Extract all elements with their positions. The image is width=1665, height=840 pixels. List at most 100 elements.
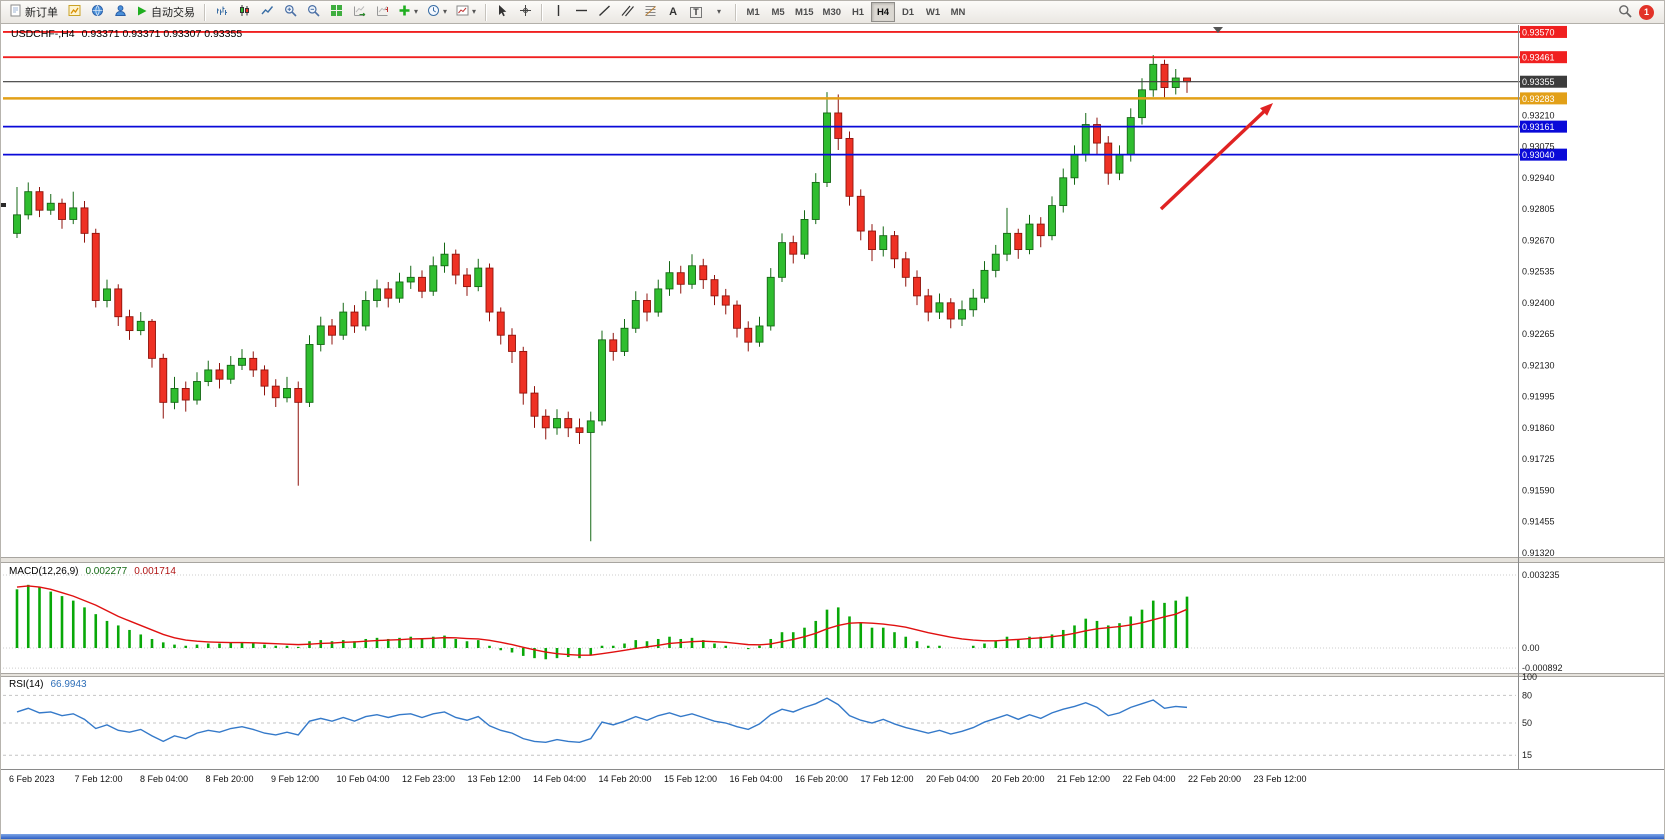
candle-body (575, 427, 584, 433)
candle-body (328, 325, 336, 336)
time-axis-label: 6 Feb 2023 (9, 774, 55, 784)
candle-body (733, 304, 741, 329)
price-level-badge (1520, 148, 1567, 161)
indicators-button[interactable]: ▾ (394, 2, 422, 22)
candle-body (890, 235, 899, 260)
candle-body (766, 276, 775, 327)
candle-body (800, 219, 809, 255)
candle-body (654, 288, 663, 313)
timeframe-m1-button[interactable]: M1 (741, 2, 765, 22)
time-axis-label: 8 Feb 20:00 (206, 774, 254, 784)
notification-badge[interactable]: 1 (1639, 4, 1654, 20)
line-chart-mode-button[interactable] (256, 2, 278, 22)
text-tool-button[interactable]: A (662, 2, 684, 22)
timeframe-m30-button[interactable]: M30 (819, 2, 845, 22)
cursor-button[interactable] (491, 2, 513, 22)
candle-body (834, 112, 843, 139)
trend-arrow-head (1259, 103, 1273, 116)
timeframe-h4-button[interactable]: H4 (871, 2, 896, 22)
candle-body (159, 357, 168, 403)
candle-body (721, 295, 730, 306)
chart-shift-marker (1213, 27, 1223, 33)
new-chart-button[interactable] (63, 2, 85, 22)
time-axis-label: 20 Feb 04:00 (926, 774, 979, 784)
candle-body (226, 364, 235, 380)
auto-scroll-button[interactable] (348, 2, 370, 22)
fibonacci-tool-button[interactable] (639, 2, 661, 22)
candle-body (811, 181, 820, 220)
candle-body (440, 253, 449, 267)
price-scale-tick: 0.92940 (1522, 173, 1555, 183)
candle-body (598, 339, 606, 422)
candle-body (935, 302, 944, 313)
candle-body (305, 344, 314, 403)
bar-chart-mode-button[interactable] (210, 2, 232, 22)
rsi-scale-tick: 100 (1522, 672, 1537, 682)
candle-body (1003, 232, 1011, 255)
crosshair-button[interactable] (514, 2, 536, 22)
candle-body (373, 288, 381, 301)
candle-body (1025, 223, 1034, 251)
zoom-out-button[interactable] (302, 2, 324, 22)
price-level-badge (1520, 120, 1567, 133)
candle-body (845, 137, 854, 197)
zoom-in-icon (284, 4, 297, 20)
time-axis-label: 21 Feb 12:00 (1057, 774, 1110, 784)
price-scale-tick: 0.91455 (1522, 517, 1555, 527)
candle-body (744, 327, 753, 343)
arrows-tool-button[interactable]: ▾ (708, 2, 730, 22)
templates-button[interactable]: ▾ (452, 2, 480, 22)
chart-shift-button[interactable] (371, 2, 393, 22)
candle-body (339, 311, 348, 336)
timeframe-m5-button[interactable]: M5 (766, 2, 790, 22)
arrows-dropdown-caret: ▾ (717, 7, 722, 16)
channel-tool-button[interactable] (616, 2, 638, 22)
candle-body (564, 418, 573, 429)
text-label-tool-button[interactable]: T (685, 2, 707, 22)
notification-count: 1 (1643, 7, 1649, 17)
candle-body (586, 420, 595, 433)
candle-body (69, 207, 78, 220)
tile-windows-button[interactable] (325, 2, 347, 22)
candlestick-mode-button[interactable] (233, 2, 255, 22)
auto-scroll-icon (353, 4, 366, 20)
horizontal-line-icon (575, 5, 588, 19)
price-level-badge-label: 0.93161 (1522, 122, 1555, 132)
candle-body (91, 232, 100, 301)
vertical-line-tool-button[interactable] (547, 2, 569, 22)
candle-body (1048, 205, 1056, 237)
timeframe-m15-button[interactable]: M15 (791, 2, 817, 22)
timeframe-mn-button[interactable]: MN (946, 2, 970, 22)
timeframe-w1-button[interactable]: W1 (921, 2, 945, 22)
globe-icon (91, 4, 104, 20)
chart-shift-icon (376, 4, 389, 20)
price-level-badge (1520, 25, 1567, 38)
new-order-button[interactable]: 新订单 (5, 2, 62, 22)
price-scale-tick: 0.92400 (1522, 298, 1555, 308)
horizontal-line-tool-button[interactable] (570, 2, 592, 22)
window-bottom-edge (1, 834, 1664, 839)
zoom-in-button[interactable] (279, 2, 301, 22)
candle-body (1183, 77, 1191, 83)
timeframe-h1-button[interactable]: H1 (846, 2, 870, 22)
community-button[interactable] (109, 2, 131, 22)
candle-body (170, 388, 179, 403)
autotrading-button[interactable]: 自动交易 (132, 2, 199, 22)
vertical-line-icon (553, 4, 564, 20)
chart-canvas[interactable]: 0.93570 0.93461 0.93355 0.93283 0.93161 0.930… (1, 25, 1665, 789)
indicator-plus-icon (398, 4, 411, 20)
rsi-line (16, 697, 1188, 744)
candle-body (204, 369, 213, 382)
trendline-tool-button[interactable] (593, 2, 615, 22)
periods-button[interactable]: ▾ (423, 2, 451, 22)
panel-separator (1, 557, 1664, 563)
candle-body (823, 112, 831, 183)
search-button[interactable] (1614, 2, 1636, 22)
market-button[interactable] (86, 2, 108, 22)
price-scale-tick: 0.91725 (1522, 454, 1555, 464)
macd-signal-line (16, 585, 1188, 656)
candle-body (24, 191, 33, 216)
timeframe-d1-button[interactable]: D1 (896, 2, 920, 22)
object-anchor-marker (1, 203, 6, 207)
